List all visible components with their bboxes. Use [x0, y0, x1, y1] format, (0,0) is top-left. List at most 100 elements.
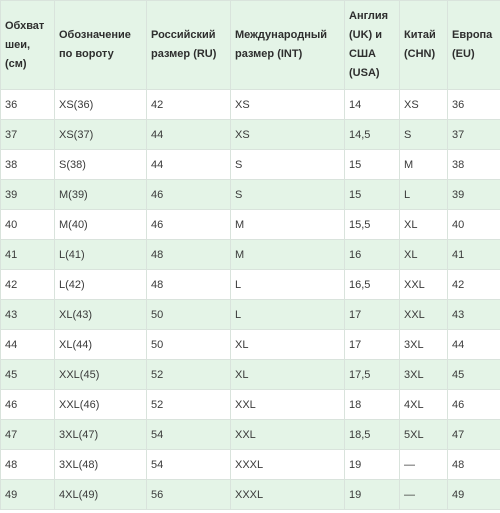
- table-row: 44 XL(44) 50 XL 17 3XL 44: [0, 329, 500, 360]
- cell-europe-size: 40: [447, 209, 500, 240]
- cell-russian-size: 52: [146, 389, 231, 420]
- header-international-size: Международный размер (INT): [230, 0, 345, 90]
- cell-neck-girth: 36: [0, 89, 55, 120]
- cell-collar-designation: L(42): [54, 269, 147, 300]
- table-header-row: Обхват шеи, (см) Обозначение по вороту Р…: [0, 0, 500, 90]
- cell-international-size: XXXL: [230, 449, 345, 480]
- cell-international-size: XL: [230, 359, 345, 390]
- cell-collar-designation: L(41): [54, 239, 147, 270]
- table-row: 36 XS(36) 42 XS 14 XS 36: [0, 89, 500, 120]
- cell-collar-designation: S(38): [54, 149, 147, 180]
- cell-europe-size: 42: [447, 269, 500, 300]
- header-collar-designation: Обозначение по вороту: [54, 0, 147, 90]
- cell-neck-girth: 47: [0, 419, 55, 450]
- table-row: 49 4XL(49) 56 XXXL 19—49: [0, 479, 500, 510]
- cell-russian-size: 48: [146, 239, 231, 270]
- cell-international-size: M: [230, 209, 345, 240]
- cell-neck-girth: 41: [0, 239, 55, 270]
- cell-international-size: XL: [230, 329, 345, 360]
- cell-collar-designation: M(39): [54, 179, 147, 210]
- cell-international-size: XS: [230, 119, 345, 150]
- cell-russian-size: 52: [146, 359, 231, 390]
- cell-europe-size: 49: [447, 479, 500, 510]
- cell-neck-girth: 38: [0, 149, 55, 180]
- cell-europe-size: 43: [447, 299, 500, 330]
- cell-neck-girth: 44: [0, 329, 55, 360]
- cell-europe-size: 46: [447, 389, 500, 420]
- cell-china-size: 3XL: [399, 329, 448, 360]
- cell-neck-girth: 42: [0, 269, 55, 300]
- cell-china-size: XL: [399, 239, 448, 270]
- table-row: 48 3XL(48) 54 XXXL 19—48: [0, 449, 500, 480]
- cell-china-size: XS: [399, 89, 448, 120]
- cell-uk-usa-size: 16,5: [344, 269, 400, 300]
- cell-uk-usa-size: 17,5: [344, 359, 400, 390]
- cell-neck-girth: 37: [0, 119, 55, 150]
- cell-neck-girth: 49: [0, 479, 55, 510]
- cell-international-size: M: [230, 239, 345, 270]
- header-uk-usa-size: Англия (UK) и США (USA): [344, 0, 400, 90]
- cell-uk-usa-size: 19: [344, 449, 400, 480]
- cell-uk-usa-size: 14: [344, 89, 400, 120]
- header-neck-girth: Обхват шеи, (см): [0, 0, 55, 90]
- cell-europe-size: 37: [447, 119, 500, 150]
- cell-russian-size: 44: [146, 149, 231, 180]
- cell-europe-size: 44: [447, 329, 500, 360]
- cell-uk-usa-size: 19: [344, 479, 400, 510]
- cell-china-size: S: [399, 119, 448, 150]
- table-row: 42 L(42) 48 L 16,5 XXL 42: [0, 269, 500, 300]
- cell-international-size: S: [230, 149, 345, 180]
- table-row: 39 M(39) 46 S 15 L 39: [0, 179, 500, 210]
- cell-international-size: XXL: [230, 419, 345, 450]
- cell-neck-girth: 46: [0, 389, 55, 420]
- cell-international-size: XXL: [230, 389, 345, 420]
- header-china-size: Китай (CHN): [399, 0, 448, 90]
- cell-china-size: XXL: [399, 299, 448, 330]
- table-row: 38 S(38) 44 S 15 M 38: [0, 149, 500, 180]
- cell-europe-size: 45: [447, 359, 500, 390]
- cell-uk-usa-size: 17: [344, 329, 400, 360]
- cell-china-size: M: [399, 149, 448, 180]
- cell-russian-size: 46: [146, 179, 231, 210]
- table-row: 45 XXL(45) 52 XL 17,5 3XL 45: [0, 359, 500, 390]
- table-body: 36 XS(36) 42 XS 14 XS 36 37 XS(37) 44 XS 14,5 S 37 38 S…: [0, 89, 500, 510]
- cell-china-size: 5XL: [399, 419, 448, 450]
- table-row: 41 L(41) 48 M 16 XL 41: [0, 239, 500, 270]
- cell-international-size: XS: [230, 89, 345, 120]
- cell-europe-size: 47: [447, 419, 500, 450]
- cell-russian-size: 50: [146, 329, 231, 360]
- cell-europe-size: 38: [447, 149, 500, 180]
- cell-neck-girth: 39: [0, 179, 55, 210]
- cell-uk-usa-size: 18: [344, 389, 400, 420]
- cell-china-size: L: [399, 179, 448, 210]
- table-row: 40 M(40) 46 M 15,5 XL 40: [0, 209, 500, 240]
- cell-neck-girth: 43: [0, 299, 55, 330]
- cell-europe-size: 39: [447, 179, 500, 210]
- cell-collar-designation: 3XL(47): [54, 419, 147, 450]
- cell-collar-designation: XL(43): [54, 299, 147, 330]
- cell-collar-designation: M(40): [54, 209, 147, 240]
- cell-china-size: 3XL: [399, 359, 448, 390]
- cell-uk-usa-size: 17: [344, 299, 400, 330]
- cell-russian-size: 54: [146, 419, 231, 450]
- cell-collar-designation: 3XL(48): [54, 449, 147, 480]
- cell-china-size: —: [399, 449, 448, 480]
- cell-collar-designation: XS(36): [54, 89, 147, 120]
- cell-neck-girth: 48: [0, 449, 55, 480]
- cell-russian-size: 54: [146, 449, 231, 480]
- cell-collar-designation: XXL(45): [54, 359, 147, 390]
- cell-uk-usa-size: 14,5: [344, 119, 400, 150]
- cell-uk-usa-size: 16: [344, 239, 400, 270]
- cell-china-size: —: [399, 479, 448, 510]
- table-row: 37 XS(37) 44 XS 14,5 S 37: [0, 119, 500, 150]
- cell-uk-usa-size: 15,5: [344, 209, 400, 240]
- cell-europe-size: 48: [447, 449, 500, 480]
- cell-uk-usa-size: 18,5: [344, 419, 400, 450]
- cell-russian-size: 56: [146, 479, 231, 510]
- cell-collar-designation: XXL(46): [54, 389, 147, 420]
- cell-russian-size: 48: [146, 269, 231, 300]
- table-row: 46 XXL(46) 52 XXL 18 4XL 46: [0, 389, 500, 420]
- cell-collar-designation: XS(37): [54, 119, 147, 150]
- cell-international-size: XXXL: [230, 479, 345, 510]
